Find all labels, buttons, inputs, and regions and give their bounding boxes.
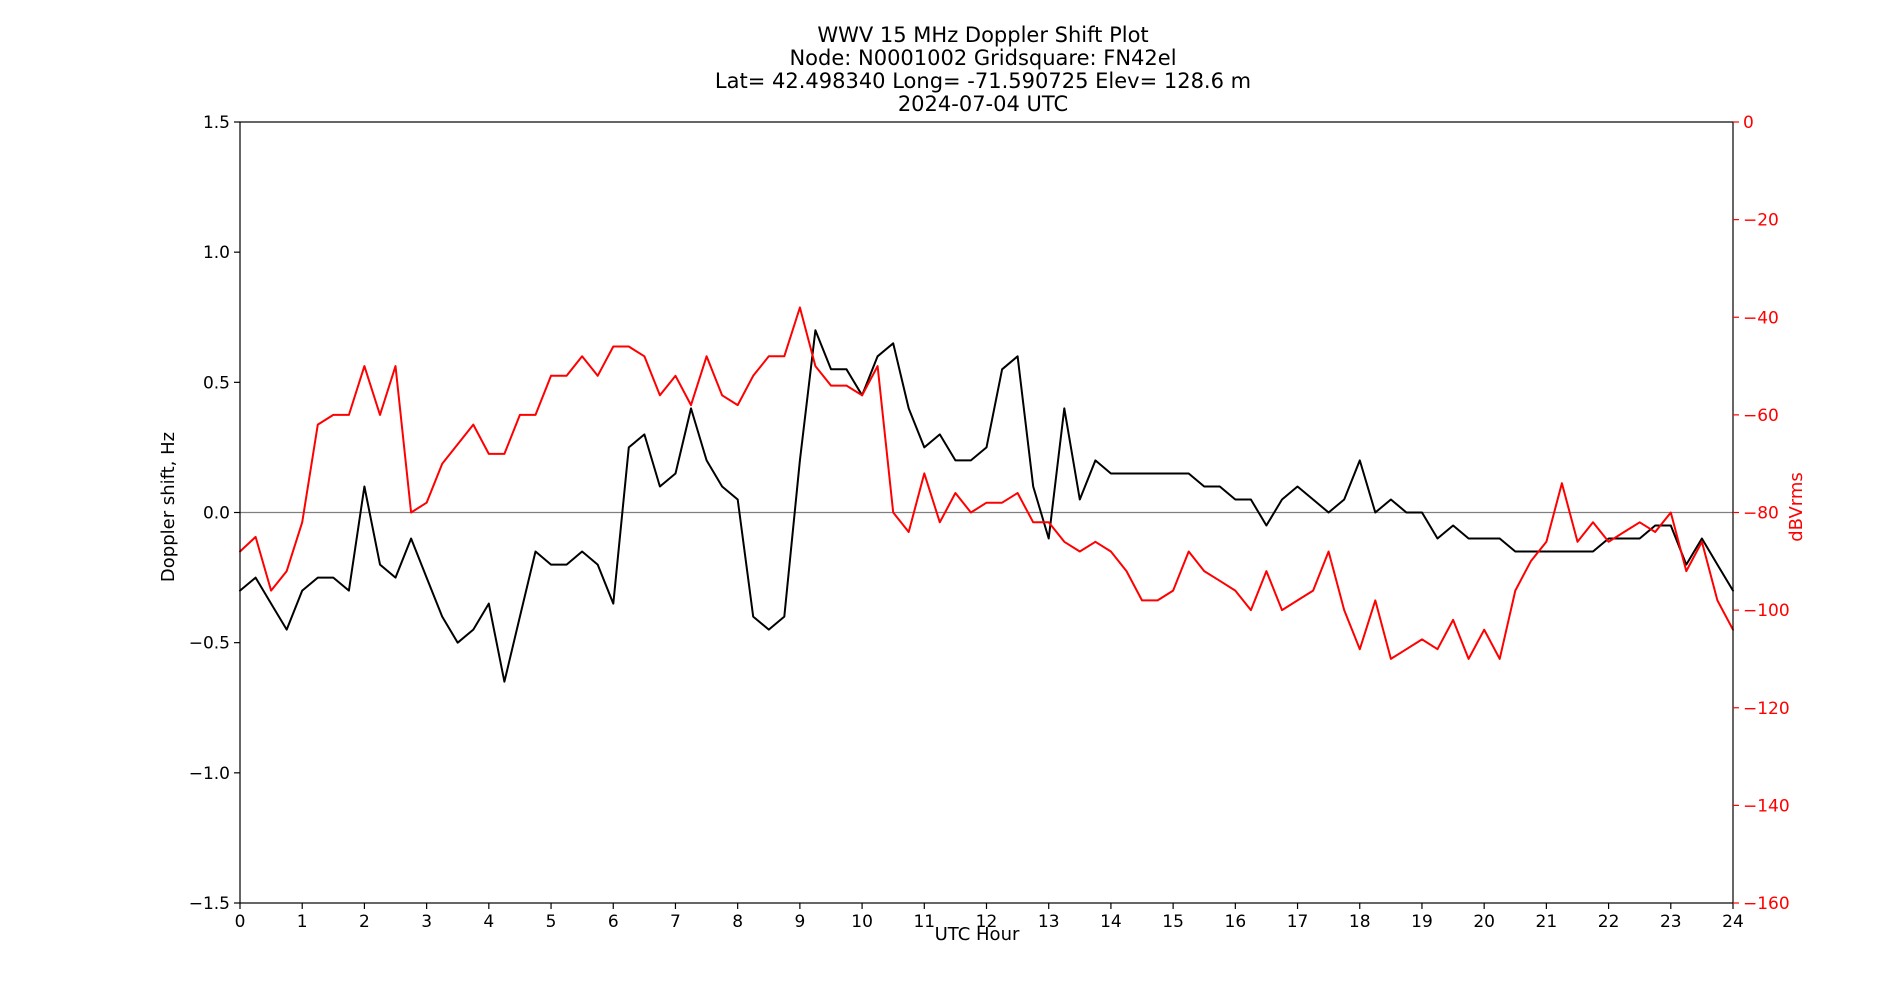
x-tick-label: 4 — [483, 912, 494, 932]
y-axis-label-left: Doppler shift, Hz — [158, 432, 179, 582]
x-tick-label: 17 — [1287, 912, 1309, 932]
x-tick-label: 7 — [670, 912, 681, 932]
y-axis-left: −1.5 −1.0 −0.5 0.0 0.5 1.0 1.5 — [189, 113, 240, 914]
chart-title: WWV 15 MHz Doppler Shift Plot Node: N000… — [715, 23, 1251, 116]
chart-title-line-3: Lat= 42.498340 Long= -71.590725 Elev= 12… — [715, 69, 1251, 93]
x-axis-label: UTC Hour — [935, 924, 1020, 945]
y-right-tick-label: −160 — [1743, 894, 1790, 914]
x-tick-label: 5 — [546, 912, 557, 932]
x-tick-label: 24 — [1722, 912, 1744, 932]
power-series-line — [239, 306, 1734, 660]
y-right-tick-label: −120 — [1743, 699, 1790, 719]
x-tick-label: 22 — [1598, 912, 1620, 932]
chart-title-line-2: Node: N0001002 Gridsquare: FN42el — [789, 46, 1176, 70]
x-tick-label: 1 — [297, 912, 308, 932]
x-tick-label: 13 — [1038, 912, 1060, 932]
y-tick-label: 1.5 — [203, 113, 230, 133]
y-tick-label: −1.0 — [189, 764, 230, 784]
x-tick-label: 2 — [359, 912, 370, 932]
y-right-tick-label: −100 — [1743, 601, 1790, 621]
x-tick-label: 20 — [1473, 912, 1495, 932]
x-tick-label: 10 — [851, 912, 873, 932]
chart-title-line-4: 2024-07-04 UTC — [898, 92, 1068, 116]
x-tick-label: 0 — [235, 912, 246, 932]
y-right-tick-label: −80 — [1743, 504, 1779, 524]
x-tick-label: 11 — [913, 912, 935, 932]
x-tick-label: 23 — [1660, 912, 1682, 932]
y-tick-label: 1.0 — [203, 243, 230, 263]
y-tick-label: −0.5 — [189, 634, 230, 654]
y-tick-label: −1.5 — [189, 894, 230, 914]
x-tick-label: 3 — [421, 912, 432, 932]
x-tick-label: 15 — [1162, 912, 1184, 932]
x-tick-label: 12 — [976, 912, 998, 932]
y-axis-right: −160 −140 −120 −100 −80 −60 −40 −20 0 — [1733, 113, 1790, 914]
y-right-tick-label: −140 — [1743, 796, 1790, 816]
x-tick-label: 16 — [1225, 912, 1247, 932]
x-tick-label: 6 — [608, 912, 619, 932]
y-tick-label: 0.0 — [203, 504, 230, 524]
doppler-series-line — [239, 329, 1734, 683]
x-tick-label: 8 — [732, 912, 743, 932]
y-tick-label: 0.5 — [203, 373, 230, 393]
series-layer — [239, 306, 1734, 683]
x-tick-label: 9 — [794, 912, 805, 932]
y-right-tick-label: −20 — [1743, 211, 1779, 231]
x-axis: 0 1 2 3 4 5 6 7 8 9 10 11 12 13 14 15 16 17 18 19 20 21 22 23 24 — [235, 903, 1744, 932]
y-right-tick-label: −60 — [1743, 406, 1779, 426]
x-tick-label: 18 — [1349, 912, 1371, 932]
y-axis-label-right: dBVrms — [1786, 472, 1807, 542]
chart-title-line-1: WWV 15 MHz Doppler Shift Plot — [817, 23, 1148, 47]
x-tick-label: 21 — [1536, 912, 1558, 932]
y-right-tick-label: −40 — [1743, 308, 1779, 328]
y-right-tick-label: 0 — [1743, 113, 1754, 133]
x-tick-label: 14 — [1100, 912, 1122, 932]
x-tick-label: 19 — [1411, 912, 1433, 932]
